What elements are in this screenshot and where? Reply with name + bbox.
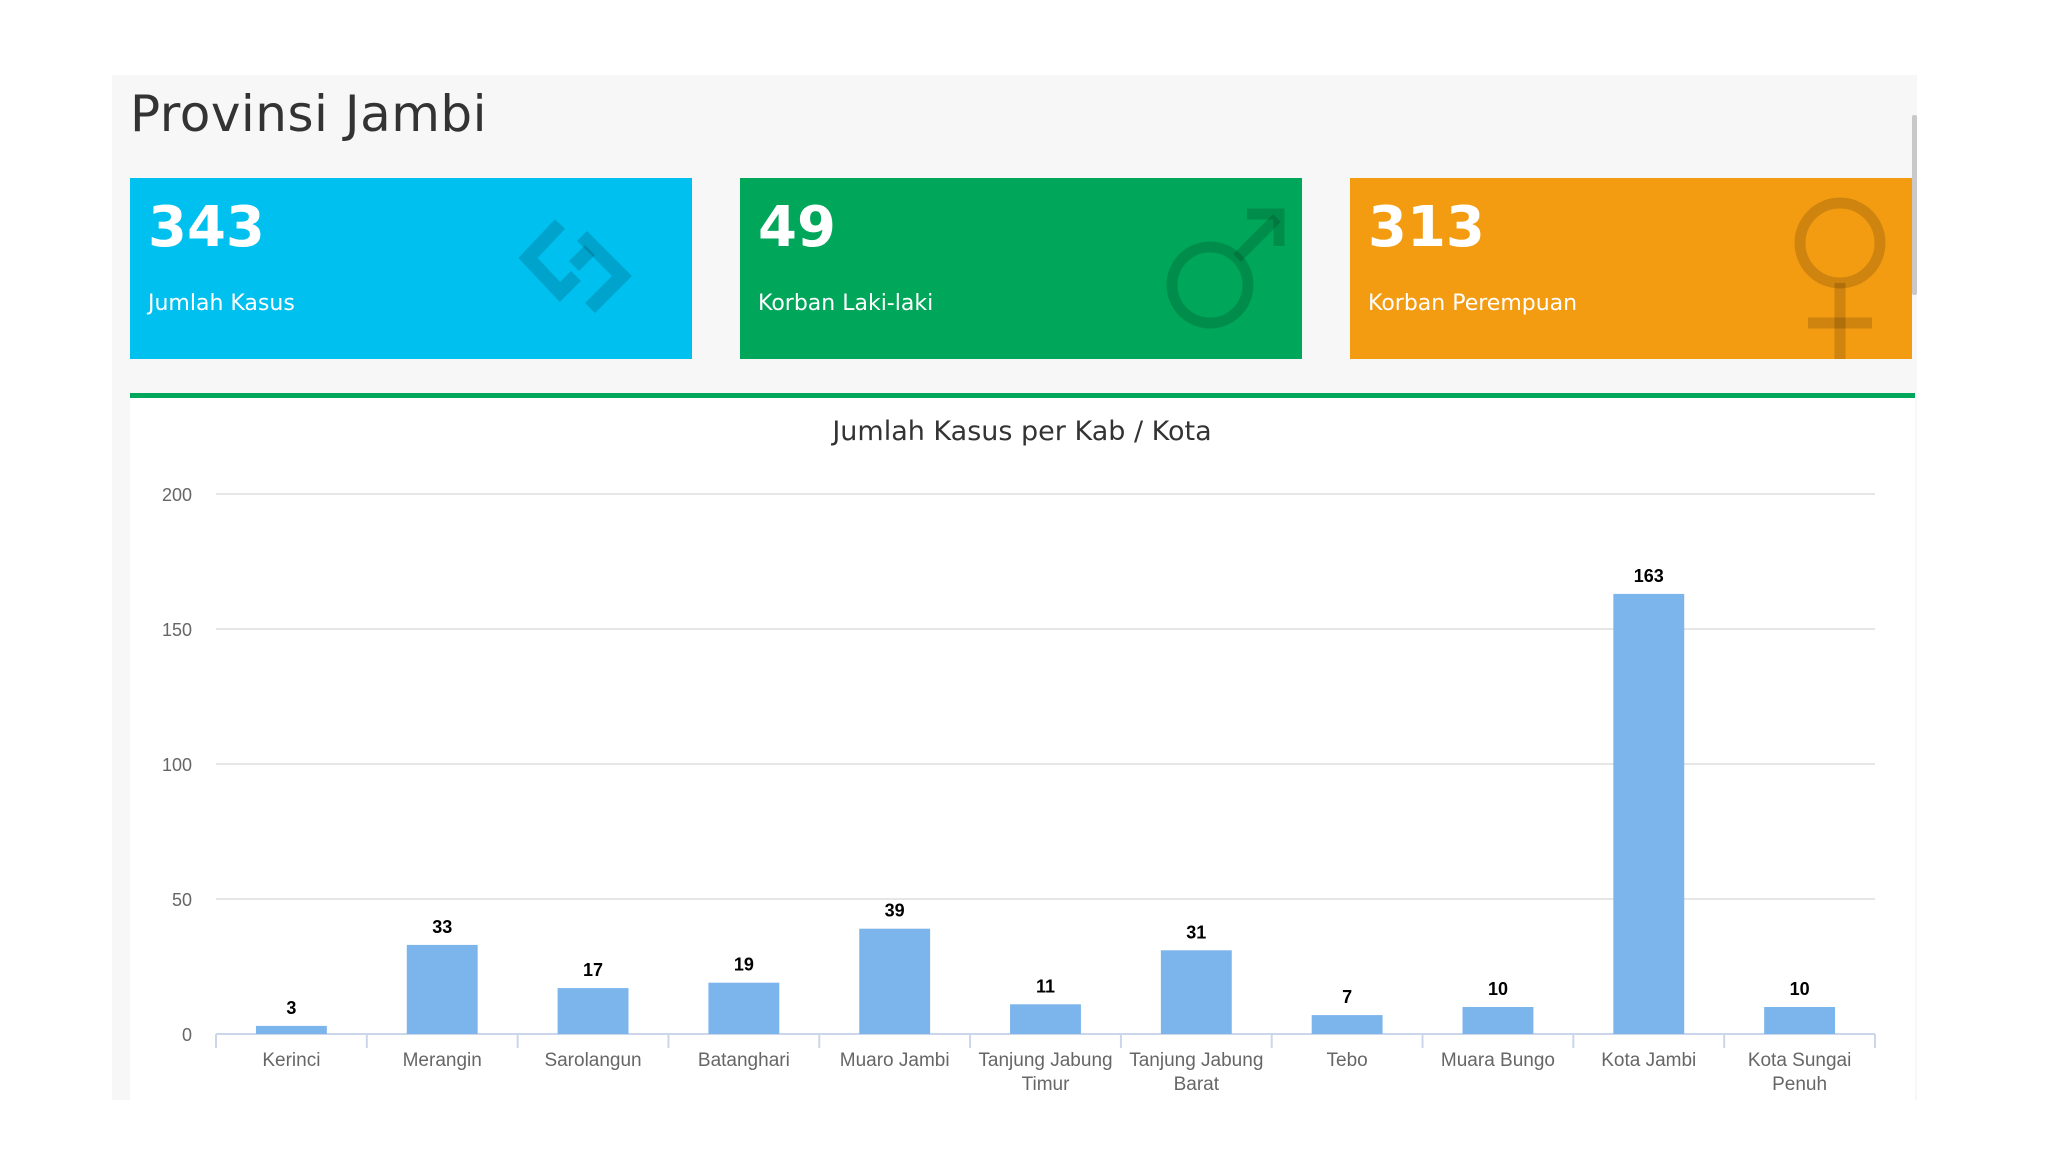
stat-value: 313 (1368, 195, 1485, 260)
stat-box-female-victims: 313 Korban Perempuan (1350, 178, 1912, 359)
x-tick-label: Kota Sungai Penuh (1748, 1050, 1852, 1095)
x-tick-label: Tanjung Jabung Timur (978, 1050, 1112, 1095)
bar[interactable] (1010, 1004, 1081, 1034)
data-label: 10 (1790, 979, 1810, 999)
x-tick-label: Sarolangun (544, 1050, 641, 1071)
stat-label: Jumlah Kasus (148, 291, 295, 316)
male-symbol-icon (1166, 208, 1285, 329)
bar[interactable] (708, 982, 780, 1034)
stat-box-male-victims: 49 Korban Laki-laki (740, 178, 1302, 359)
bar[interactable] (1613, 593, 1685, 1034)
data-label: 17 (583, 960, 603, 980)
stat-label: Korban Perempuan (1368, 291, 1578, 316)
data-label: 3 (286, 998, 296, 1018)
bar[interactable] (1311, 1015, 1383, 1034)
y-tick-label: 150 (162, 620, 192, 640)
bar[interactable] (1160, 950, 1232, 1034)
stat-value: 343 (148, 195, 265, 260)
y-tick-label: 50 (172, 890, 192, 910)
y-tick-label: 200 (162, 485, 192, 505)
stat-box-total-cases: 343 Jumlah Kasus (130, 178, 692, 359)
bar[interactable] (406, 944, 478, 1034)
scrollbar-thumb[interactable] (1912, 115, 1917, 295)
bar[interactable] (255, 1025, 327, 1034)
data-label: 33 (432, 917, 452, 937)
data-label: 31 (1186, 922, 1206, 942)
bar-chart: Jumlah Kasus per Kab / Kota 0 50 100 150 200… (162, 416, 1876, 1095)
page-title: Provinsi Jambi (130, 85, 488, 143)
bar[interactable] (1462, 1007, 1534, 1034)
y-tick-label: 100 (162, 755, 192, 775)
data-label: 163 (1634, 566, 1664, 586)
x-tick-label: Kerinci (262, 1050, 320, 1071)
data-label: 11 (1036, 976, 1055, 996)
bar[interactable] (557, 988, 629, 1034)
share-alt-icon (518, 219, 632, 313)
female-symbol-icon (1794, 197, 1886, 359)
data-label: 10 (1488, 979, 1508, 999)
province-panel: Provinsi Jambi 343 Jumlah Kasus 49 Korba… (112, 75, 1917, 1100)
stat-value: 49 (758, 195, 836, 260)
chart-title: Jumlah Kasus per Kab / Kota (830, 416, 1211, 447)
bar[interactable] (1764, 1007, 1836, 1034)
chart-card: Jumlah Kasus per Kab / Kota 0 50 100 150 200… (130, 393, 1915, 1100)
data-label: 39 (885, 901, 905, 921)
x-tick-label: Batanghari (698, 1050, 790, 1071)
data-label: 7 (1342, 987, 1352, 1007)
stat-label: Korban Laki-laki (758, 291, 934, 316)
data-label: 19 (734, 955, 754, 975)
x-tick-label: Tanjung Jabung Barat (1129, 1050, 1263, 1095)
x-tick-label: Muaro Jambi (840, 1050, 950, 1071)
x-tick-label: Kota Jambi (1601, 1050, 1696, 1071)
x-tick-label: Muara Bungo (1441, 1050, 1555, 1071)
x-tick-label: Merangin (403, 1050, 482, 1071)
bar[interactable] (859, 928, 931, 1034)
y-tick-label: 0 (182, 1025, 192, 1045)
x-tick-label: Tebo (1327, 1050, 1368, 1071)
